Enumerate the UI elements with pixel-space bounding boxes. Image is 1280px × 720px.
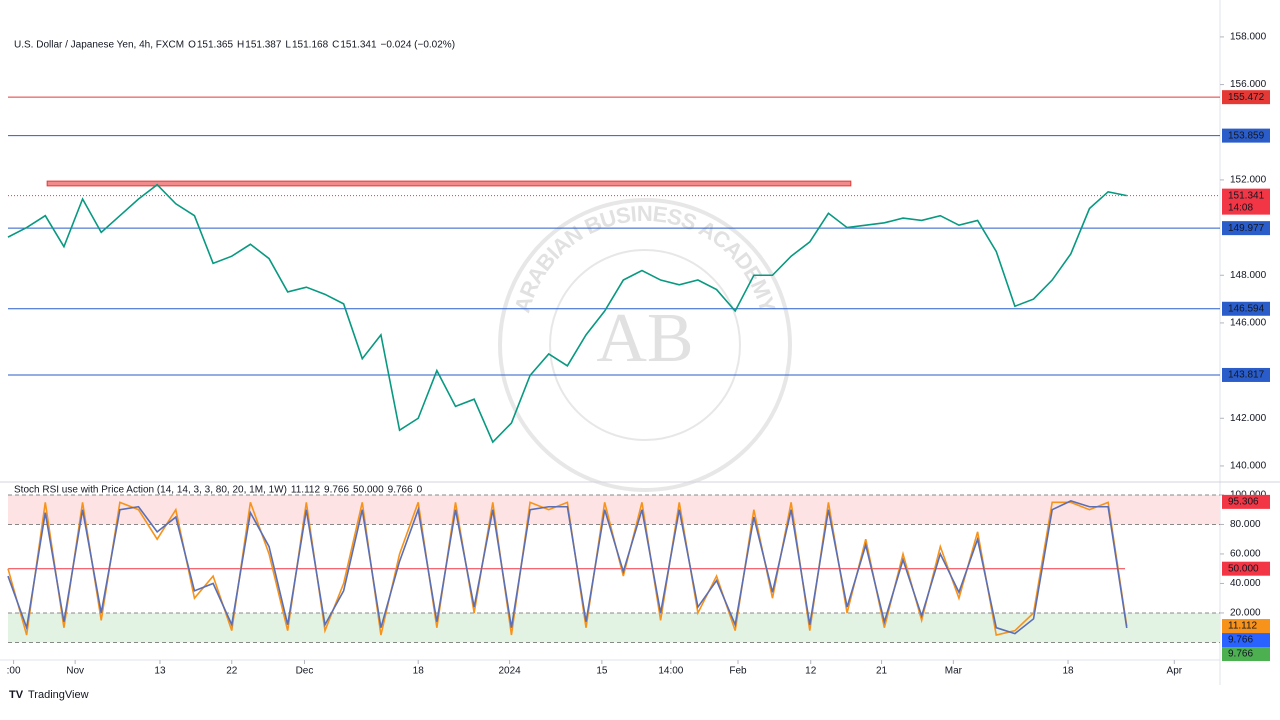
value-tag-label: 95.306 xyxy=(1228,497,1259,508)
footer-logo: TV xyxy=(9,689,24,701)
x-tick-label: 18 xyxy=(1062,666,1074,677)
symbol-title: U.S. Dollar / Japanese Yen, 4h, FXCM xyxy=(14,40,184,51)
y-tick-label: 142.000 xyxy=(1230,413,1267,424)
indicator-value: 9.766 xyxy=(324,485,349,496)
level-tag xyxy=(1222,128,1270,143)
x-tick-label: Feb xyxy=(729,666,747,677)
value-tag xyxy=(1222,494,1270,509)
zone-band xyxy=(8,612,1220,643)
y-tick-label: 152.000 xyxy=(1230,175,1267,186)
value-tag xyxy=(1222,619,1270,634)
y-tick-label: 158.000 xyxy=(1230,32,1267,43)
y-tick-label: 140.000 xyxy=(1230,461,1267,472)
x-tick-label: Mar xyxy=(945,666,963,677)
x-tick-label: 22 xyxy=(226,666,238,677)
level-tag xyxy=(1222,367,1270,382)
series-line xyxy=(7,499,1128,635)
level-tag xyxy=(1222,301,1270,316)
price-change: −0.024 (−0.02%) xyxy=(381,40,456,51)
indicator-value: 0 xyxy=(417,485,423,496)
y-tick-label: 146.000 xyxy=(1230,318,1267,329)
footer-brand: TradingView xyxy=(28,689,89,701)
y-tick-label: 60.000 xyxy=(1230,549,1261,560)
ohlc-key: H xyxy=(237,40,244,51)
series-line xyxy=(7,183,1127,444)
x-tick-label: 2024 xyxy=(498,666,521,677)
level-tag-label: 143.817 xyxy=(1228,370,1265,381)
value-tag-label: 11.112 xyxy=(1228,621,1258,632)
ohlc-value: 151.341 xyxy=(340,40,377,51)
x-tick-label: Apr xyxy=(1167,666,1183,677)
ohlc-key: L xyxy=(285,40,291,51)
resistance-zone xyxy=(46,180,852,187)
ohlc-value: 151.168 xyxy=(292,40,329,51)
x-tick-label: Nov xyxy=(66,666,84,677)
watermark-initials: AB xyxy=(596,300,693,377)
x-tick-label: 14:00 xyxy=(658,666,683,677)
x-tick-label: 21 xyxy=(876,666,888,677)
x-tick-label: 18 xyxy=(413,666,425,677)
value-tag-label: 9.766 xyxy=(1228,635,1253,646)
y-tick-label: 80.000 xyxy=(1230,519,1261,530)
indicator-value: 9.766 xyxy=(388,485,413,496)
last-price-label: 151.341 xyxy=(1228,190,1265,201)
x-tick-label: :00 xyxy=(7,666,21,677)
level-tag-label: 149.977 xyxy=(1228,223,1265,234)
mid-tag-label: 50.000 xyxy=(1228,563,1259,574)
countdown-label: 14:08 xyxy=(1228,202,1253,213)
value-tag-label: 9.766 xyxy=(1228,649,1253,660)
value-tag xyxy=(1222,633,1270,648)
ohlc-key: O xyxy=(188,40,196,51)
indicator-value: 11.112 xyxy=(291,485,321,496)
ohlc-value: 151.387 xyxy=(245,40,282,51)
level-tag-label: 146.594 xyxy=(1228,303,1265,314)
x-tick-label: Dec xyxy=(296,666,314,677)
mid-tag xyxy=(1222,561,1270,576)
value-tag xyxy=(1222,647,1270,662)
level-tag-label: 155.472 xyxy=(1228,92,1265,103)
watermark-ring xyxy=(549,249,741,441)
series-line xyxy=(7,501,1128,637)
y-tick-label: 156.000 xyxy=(1230,79,1267,90)
last-price-tag xyxy=(1222,188,1270,215)
level-tag xyxy=(1222,221,1270,236)
level-tag xyxy=(1222,90,1270,105)
y-tick-label: 148.000 xyxy=(1230,270,1267,281)
zone-band xyxy=(8,494,1220,525)
watermark-ring xyxy=(498,198,792,492)
indicator-title: Stoch RSI use with Price Action (14, 14,… xyxy=(14,485,287,496)
ohlc-value: 151.365 xyxy=(197,40,234,51)
level-tag-label: 153.859 xyxy=(1228,130,1265,141)
x-tick-label: 13 xyxy=(154,666,166,677)
ohlc-key: C xyxy=(332,40,339,51)
x-tick-label: 15 xyxy=(596,666,608,677)
indicator-value: 50.000 xyxy=(353,485,384,496)
y-tick-label: 40.000 xyxy=(1230,578,1261,589)
y-tick-label: 20.000 xyxy=(1230,608,1261,619)
x-tick-label: 12 xyxy=(805,666,817,677)
